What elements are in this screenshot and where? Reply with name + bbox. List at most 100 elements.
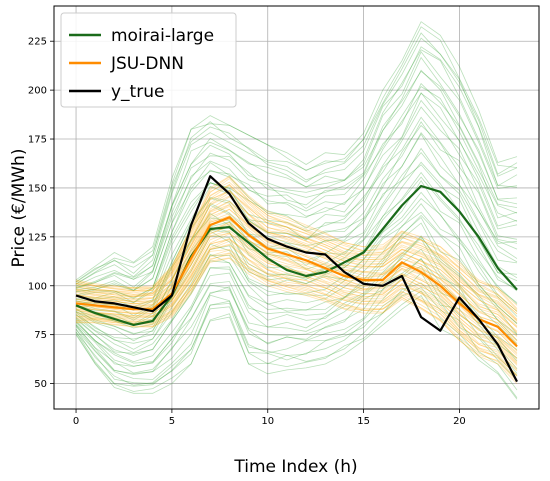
sample-path [75,121,518,311]
sample-path [75,203,518,350]
y-tick-label: 125 [28,232,47,243]
sample-path [75,258,518,376]
sample-path [75,190,518,322]
sample-path [75,196,518,327]
sample-path [75,99,518,303]
sample-path [75,92,518,300]
grid [54,6,539,409]
sample-path [75,249,518,376]
sample-path [75,164,518,327]
sample-path [75,232,518,359]
sample-path [75,175,518,306]
sample-path [75,69,518,291]
sample-path [75,70,518,289]
series-line-JSU-DNN [75,216,518,348]
x-axis: 0 5 10 15 20 [73,409,466,427]
sample-path [75,49,518,287]
sample-path [75,290,518,398]
sample-path [75,116,518,308]
sample-path [75,214,518,356]
y-axis: 50 75 100 125 150 175 200 225 [28,37,54,390]
legend-label: moirai-large [111,26,214,46]
y-tick-label: 200 [28,86,47,97]
sample-path [75,37,518,285]
plot-frame [53,5,540,410]
y-tick-label: 50 [34,379,47,390]
y-tick-label: 150 [28,183,47,194]
sample-path [75,201,518,328]
sample-path [75,232,518,360]
sample-path [75,191,518,340]
sample-path [75,252,518,377]
sample-path [75,239,518,365]
sample-path [75,106,518,304]
legend-box [60,12,237,108]
legend: moirai-large JSU-DNN y_true [60,12,237,108]
sample-path [75,21,518,281]
sample-path [75,147,518,325]
sample-path [75,200,518,328]
sample-path [75,124,518,316]
sample-path [75,189,518,320]
sample-path [75,191,518,321]
sample-path [75,206,518,332]
sample-path [75,86,518,292]
y-tick-label: 100 [28,281,47,292]
sample-path [75,237,518,367]
sample-path [75,252,518,382]
sample-fans [75,21,518,400]
x-axis-label: Time Index (h) [233,457,357,477]
sample-path [75,204,518,333]
sample-path [75,222,518,348]
sample-path [75,265,518,380]
x-tick-label: 10 [261,416,274,427]
sample-path [75,211,518,354]
sample-path [75,56,518,288]
sample-path [75,198,518,344]
x-tick-label: 0 [73,416,79,427]
sample-path [75,248,518,374]
sample-path [75,82,518,293]
sample-path [75,238,518,366]
sample-path [75,226,518,355]
sample-path [75,213,518,341]
sample-path [75,272,518,386]
sample-path [75,195,518,324]
sample-path [75,32,518,283]
sample-path [75,176,518,309]
sample-path [75,26,518,283]
sample-path [75,51,518,289]
sample-path [75,92,518,299]
sample-path [75,181,518,312]
sample-path [75,171,518,334]
sample-path [75,236,518,364]
sample-path [75,282,518,384]
sample-path [75,230,518,356]
sample-path [75,46,518,285]
sample-path [75,287,518,391]
sample-path [75,240,518,369]
series-lines [75,175,518,383]
sample-path [75,294,518,400]
x-tick-label: 20 [453,416,466,427]
sample-path [75,204,518,334]
sample-path [75,183,518,315]
series-line-moirai-large [75,184,518,326]
sample-path [75,177,518,310]
y-axis-label: Price (€/MWh) [9,149,29,268]
sample-path [75,161,518,329]
sample-path [75,179,518,342]
sample-path [75,184,518,312]
legend-label: y_true [111,82,164,102]
sample-path [75,216,518,354]
y-tick-label: 225 [28,37,47,48]
sample-path [75,176,518,335]
y-tick-label: 75 [34,330,47,341]
sample-path [75,215,518,342]
y-tick-label: 175 [28,135,47,146]
sample-path [75,238,518,364]
x-tick-label: 5 [169,416,175,427]
sample-path [75,192,518,321]
series-line-y_true [75,175,518,383]
sample-path [75,185,518,315]
